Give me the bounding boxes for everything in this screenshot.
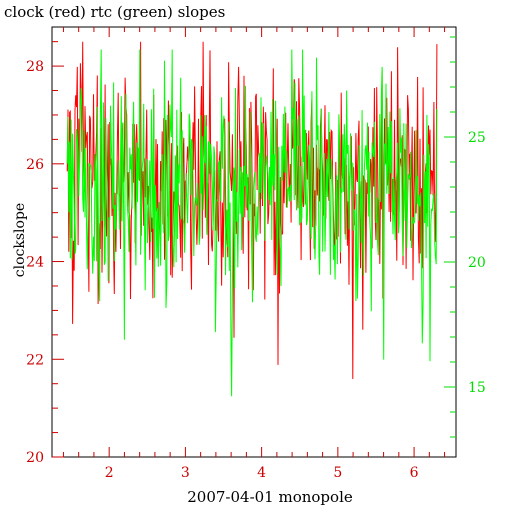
y-left-tick-label: 26 (26, 157, 44, 173)
y-right-tick-label: 15 (468, 380, 486, 396)
chart-title: clock (red) rtc (green) slopes (4, 3, 225, 21)
x-tick-label: 4 (257, 465, 266, 481)
x-tick-label: 3 (181, 465, 190, 481)
x-tick-label: 2 (105, 465, 114, 481)
x-axis-label: 2007-04-01 monopole (187, 488, 353, 506)
y-left-tick-label: 24 (26, 255, 44, 271)
y-left-tick-label: 28 (26, 59, 44, 75)
plot-frame (51, 26, 457, 458)
x-tick-label: 5 (333, 465, 342, 481)
y-axis-label: clockslope (12, 203, 28, 277)
y-right-tick-label: 20 (468, 255, 486, 271)
y-left-tick-label: 22 (26, 352, 44, 368)
series-layer (66, 41, 438, 397)
y-left-tick-label: 20 (26, 450, 44, 466)
y-right-tick-label: 25 (468, 130, 486, 146)
x-tick-label: 6 (410, 465, 419, 481)
series-rtc-line (66, 49, 438, 397)
axes-layer: 2 3 4 5 6 20 22 24 26 28 15 20 25 (26, 27, 486, 481)
